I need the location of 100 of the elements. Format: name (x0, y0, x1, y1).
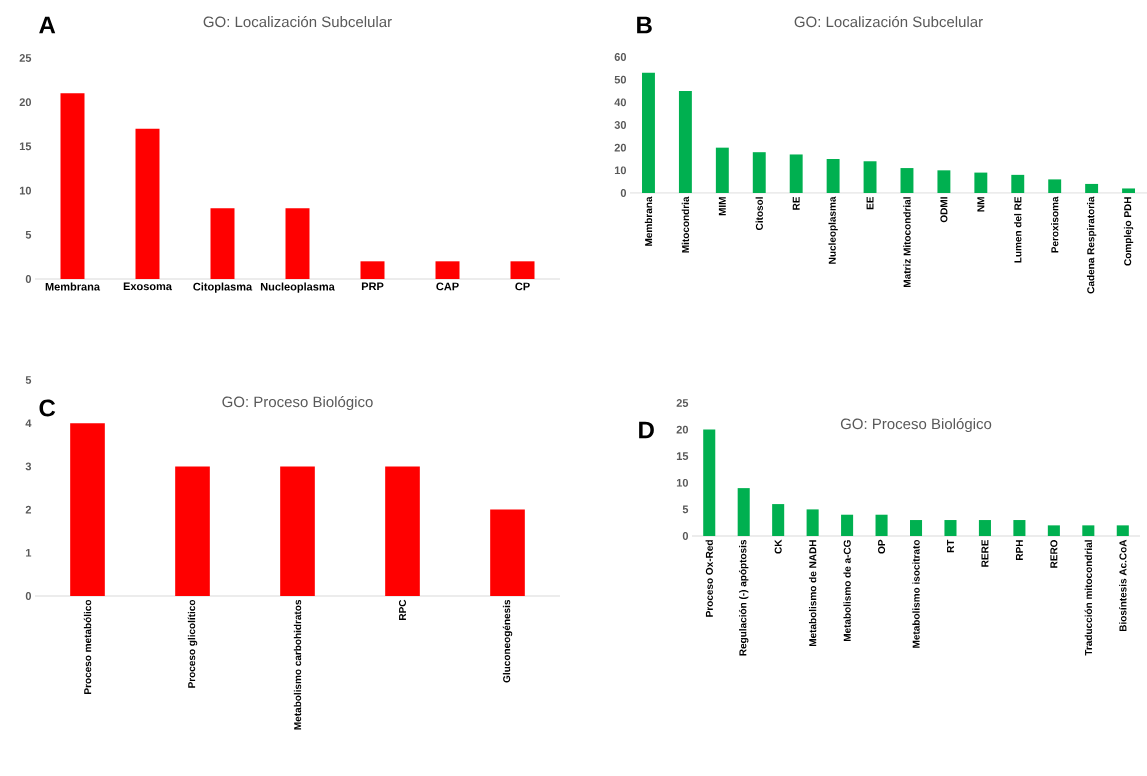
x-tick-label: Metabolismo isocitrato (912, 539, 920, 648)
bar (1116, 525, 1129, 536)
y-tick-label: 1 (26, 549, 32, 557)
x-tick-label: MIM (718, 197, 726, 216)
bar (1122, 188, 1136, 193)
x-tick-label: Membrana (45, 282, 101, 291)
y-tick-label: 15 (19, 142, 32, 151)
bar (360, 261, 385, 279)
bar (772, 504, 785, 536)
text: GO: Proceso Biológico (840, 417, 992, 433)
y-tick-label: 0 (682, 532, 689, 540)
y-tick-label: 2 (25, 505, 32, 514)
bar (1011, 174, 1025, 193)
bar (285, 208, 310, 279)
x-tick-label: Membrana (644, 196, 653, 246)
bar (737, 488, 750, 536)
x-tick-label: Proceso glicolítico (187, 599, 198, 688)
x-tick-label: CP (515, 282, 530, 291)
annotation: C (39, 399, 56, 417)
bar (974, 172, 988, 193)
x-tick-label: RPH (1015, 540, 1023, 560)
x-tick-label: Metabolismo carbohidratos (293, 599, 302, 730)
y-tick-label: 0 (620, 189, 627, 197)
x-tick-label: Proceso metabólico (83, 599, 92, 694)
x-tick-label: ODMI (940, 197, 948, 223)
bar (875, 514, 888, 536)
x-tick-label: EE (866, 196, 874, 210)
bar (60, 93, 85, 279)
bar (1082, 525, 1095, 536)
x-tick-label: Metabolismo de a-CG (843, 540, 851, 642)
bar (490, 509, 525, 596)
x-tick-label: Biosíntesis Ac.CoA (1119, 539, 1127, 632)
bar (900, 168, 914, 193)
bar (715, 147, 729, 193)
x-tick-label: Complejo PDH (1123, 197, 1134, 266)
x-tick-label: Nucleoplasma (260, 282, 335, 293)
x-tick-label: Mitocondria (681, 196, 690, 253)
bar (1048, 179, 1062, 193)
bar (70, 423, 105, 596)
x-tick-label: Nucleoplasma (828, 196, 838, 264)
x-tick-label: Cadena Respiratoria (1086, 196, 1097, 294)
text: GO: Proceso Biológico (222, 395, 373, 411)
x-tick-label: RPC (398, 599, 407, 620)
x-tick-label: OP (878, 539, 886, 554)
bar (385, 466, 420, 596)
x-tick-label: Lumen del RE (1014, 196, 1022, 263)
y-tick-label: 4 (25, 419, 32, 427)
y-tick-label: 3 (25, 462, 32, 471)
y-tick-label: 20 (676, 425, 689, 434)
bar (642, 72, 655, 193)
text: D (639, 421, 654, 439)
y-tick-label: 60 (614, 53, 627, 61)
x-tick-label: PRP (361, 282, 384, 291)
bar (678, 91, 692, 193)
y-tick-label: 10 (676, 478, 689, 487)
y-tick-label: 10 (19, 186, 32, 195)
y-tick-label: 0 (25, 592, 32, 600)
y-tick-label: 5 (25, 376, 32, 384)
bar (435, 261, 460, 279)
x-tick-label: Peroxisoma (1051, 196, 1059, 253)
x-tick-label: CK (774, 539, 782, 554)
bar (944, 520, 957, 536)
y-tick-label: 0 (25, 275, 32, 283)
y-tick-label: 40 (614, 98, 627, 107)
y-tick-label: 5 (682, 505, 689, 514)
x-tick-label: Gluconeogénesis (502, 599, 513, 683)
y-tick-label: 20 (19, 98, 32, 107)
y-tick-label: 50 (614, 75, 627, 84)
chart-title: GO: Localización Subcelular (794, 15, 983, 28)
bar (280, 466, 315, 596)
x-tick-label: RERE (981, 539, 989, 567)
y-tick-label: 20 (614, 143, 627, 152)
x-tick-label: RE (792, 196, 800, 210)
x-tick-label: RT (947, 539, 954, 553)
bar (1085, 183, 1099, 193)
chart-title: GO: Localización Subcelular (203, 15, 392, 28)
bar (806, 509, 819, 536)
bar (175, 466, 210, 596)
bar (978, 520, 991, 536)
bar (789, 154, 803, 193)
bar (210, 208, 235, 279)
y-tick-label: 30 (614, 121, 627, 129)
bar (863, 161, 877, 193)
x-tick-label: Exosoma (123, 282, 173, 291)
x-tick-label: CAP (436, 282, 459, 291)
x-tick-label: Traducción mitocondrial (1084, 540, 1093, 656)
bar (1047, 525, 1060, 536)
bar (826, 159, 840, 193)
bar (1013, 520, 1026, 536)
x-tick-label: Matriz Mitocondrial (903, 197, 911, 287)
y-tick-label: 15 (676, 452, 689, 461)
bar (510, 261, 535, 279)
y-tick-label: 10 (614, 166, 627, 175)
x-tick-label: Metabolismo de NADH (808, 540, 817, 647)
x-tick-label: RERO (1050, 539, 1058, 568)
x-tick-label: Citosol (755, 197, 763, 231)
bar (909, 520, 923, 536)
bar (703, 429, 716, 536)
bar (752, 152, 766, 193)
bar (841, 514, 854, 536)
